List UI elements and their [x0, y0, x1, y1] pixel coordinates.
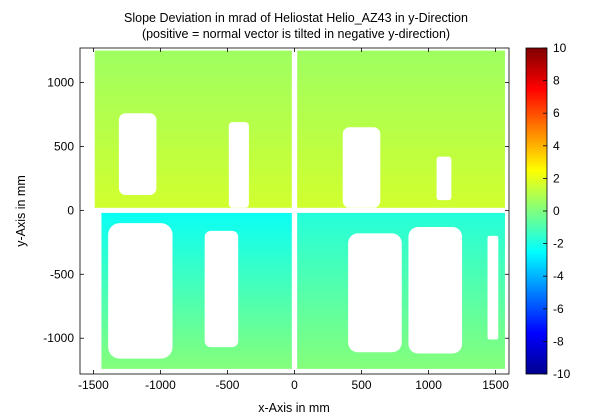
y-tick-label: 0 — [67, 203, 74, 217]
y-axis-label: y-Axis in mm — [14, 175, 28, 247]
y-tick-label: -1000 — [43, 331, 74, 345]
plot-area — [80, 48, 509, 374]
missing-data-region — [228, 122, 249, 208]
colorbar-tick-label: -8 — [553, 334, 564, 348]
colorbar-tick-label: 6 — [553, 106, 560, 120]
facet-upper-right — [297, 50, 505, 208]
x-tick-label: -1500 — [78, 378, 109, 392]
x-tick-label: -500 — [215, 378, 239, 392]
colorbar-tick-label: 8 — [553, 74, 560, 88]
colorbar-tick-label: 0 — [553, 204, 560, 218]
missing-data-region — [436, 156, 452, 201]
y-tick-label: 500 — [54, 139, 74, 153]
x-axis-label: x-Axis in mm — [258, 401, 330, 415]
colorbar-tick-label: 4 — [553, 139, 560, 153]
chart-subtitle: (positive = normal vector is tilted in n… — [142, 27, 450, 41]
missing-data-region — [348, 233, 402, 353]
y-tick-label: -500 — [50, 267, 74, 281]
missing-data-region — [342, 127, 381, 208]
missing-data-region — [408, 226, 463, 354]
y-tick-label: 1000 — [47, 76, 74, 90]
x-tick-label: 0 — [291, 378, 298, 392]
colorbar-tick-label: -4 — [553, 269, 564, 283]
colorbar-tick-label: 2 — [553, 171, 560, 185]
x-tick-label: 1000 — [415, 378, 442, 392]
x-tick-label: 1500 — [482, 378, 509, 392]
missing-data-region — [487, 235, 499, 340]
colorbar-tick-label: -2 — [553, 237, 564, 251]
chart-title: Slope Deviation in mrad of Heliostat Hel… — [124, 11, 468, 25]
colorbar-tick-label: -10 — [553, 367, 571, 381]
missing-data-region — [118, 113, 157, 196]
missing-data-region — [108, 223, 173, 359]
colorbar-tick-label: -6 — [553, 302, 564, 316]
missing-data-region — [204, 230, 239, 348]
x-tick-label: -1000 — [145, 378, 176, 392]
x-tick-label: 500 — [352, 378, 372, 392]
colorbar-tick-label: 10 — [553, 41, 567, 55]
